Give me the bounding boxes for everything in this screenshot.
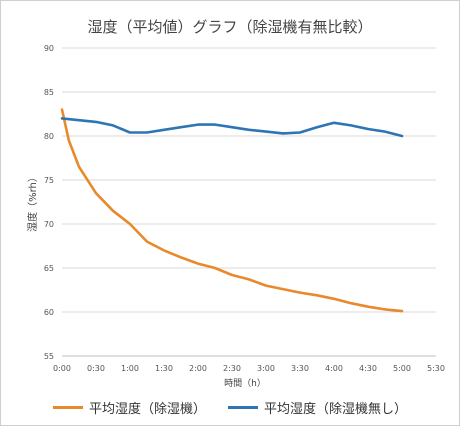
legend: 平均湿度（除湿機） 平均湿度（除湿機無し） [0,398,460,417]
x-tick-label: 1:30 [155,364,173,373]
y-tick-label: 60 [44,308,54,317]
y-tick-label: 65 [44,264,54,273]
y-tick-label: 90 [44,44,54,53]
legend-label-no-dehumidifier: 平均湿度（除湿機無し） [264,402,408,417]
legend-swatch-dehumidifier [52,406,83,409]
x-tick-label: 2:30 [223,364,241,373]
x-tick-label: 4:00 [325,364,343,373]
x-tick-label: 5:00 [393,364,411,373]
legend-item-no-dehumidifier: 平均湿度（除湿機無し） [228,398,407,417]
x-tick-label: 0:30 [87,364,105,373]
y-tick-label: 55 [44,352,54,361]
x-tick-label: 1:00 [121,364,139,373]
y-tick-label: 85 [44,88,54,97]
y-axis-title: 湿度（%rh） [26,172,39,232]
series-line-0 [60,108,404,313]
x-tick-label: 3:30 [291,364,309,373]
legend-item-dehumidifier: 平均湿度（除湿機） [52,398,206,417]
y-tick-label: 70 [44,220,54,229]
y-tick-label: 75 [44,176,54,185]
x-tick-label: 2:00 [189,364,207,373]
x-axis-title: 時間（h） [224,378,266,389]
x-tick-label: 5:30 [427,364,445,373]
x-tick-label: 0:00 [53,364,71,373]
legend-label-dehumidifier: 平均湿度（除湿機） [88,402,206,417]
y-tick-label: 80 [44,132,54,141]
series-line-1 [60,117,404,138]
legend-swatch-no-dehumidifier [228,406,258,409]
chart-title: 湿度（平均値）グラフ（除湿機有無比較） [87,18,373,36]
x-tick-label: 4:30 [359,364,377,373]
x-tick-label: 3:00 [257,364,275,373]
